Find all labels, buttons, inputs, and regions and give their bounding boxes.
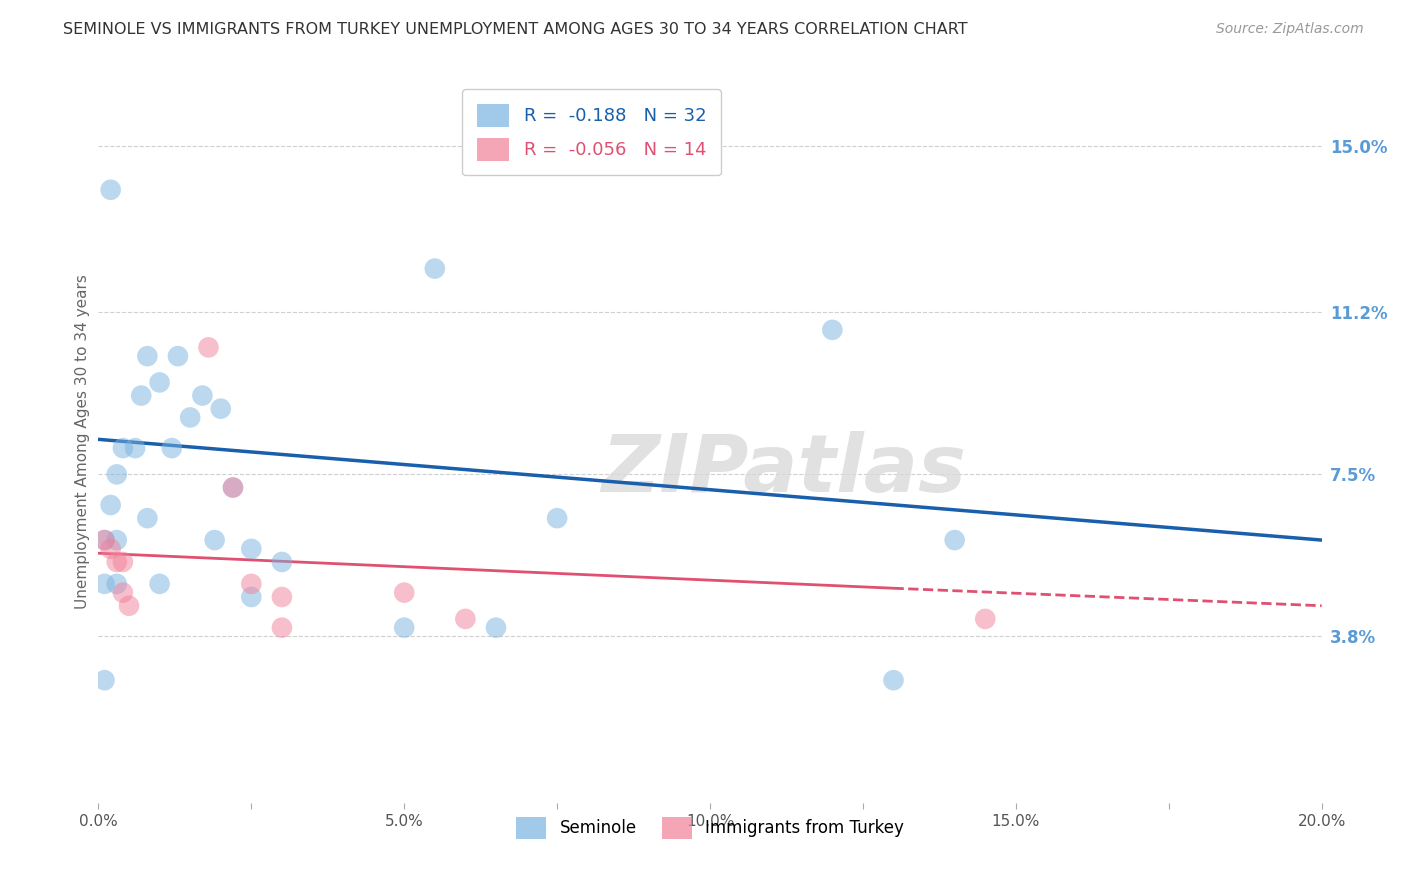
Point <box>270 590 292 604</box>
Point <box>204 533 226 547</box>
Point <box>111 441 134 455</box>
Legend: Seminole, Immigrants from Turkey: Seminole, Immigrants from Turkey <box>506 807 914 848</box>
Point <box>100 183 122 197</box>
Point <box>167 349 190 363</box>
Point <box>118 599 141 613</box>
Point <box>821 323 844 337</box>
Point <box>423 261 446 276</box>
Point <box>100 498 122 512</box>
Point <box>485 621 508 635</box>
Point <box>222 481 245 495</box>
Point <box>209 401 232 416</box>
Point <box>179 410 201 425</box>
Point <box>222 481 245 495</box>
Point <box>160 441 183 455</box>
Point <box>270 555 292 569</box>
Point <box>111 555 134 569</box>
Point <box>129 388 152 402</box>
Point <box>105 577 128 591</box>
Point <box>136 511 159 525</box>
Text: ZIPatlas: ZIPatlas <box>600 432 966 509</box>
Point <box>124 441 146 455</box>
Point <box>191 388 214 402</box>
Point <box>93 577 115 591</box>
Point <box>943 533 966 547</box>
Point <box>149 376 172 390</box>
Point <box>974 612 997 626</box>
Point <box>93 533 115 547</box>
Text: SEMINOLE VS IMMIGRANTS FROM TURKEY UNEMPLOYMENT AMONG AGES 30 TO 34 YEARS CORREL: SEMINOLE VS IMMIGRANTS FROM TURKEY UNEMP… <box>63 22 967 37</box>
Point <box>93 673 115 688</box>
Text: Source: ZipAtlas.com: Source: ZipAtlas.com <box>1216 22 1364 37</box>
Point <box>197 340 219 354</box>
Point <box>392 585 416 599</box>
Point <box>270 621 292 635</box>
Point <box>240 590 263 604</box>
Point <box>111 585 134 599</box>
Point <box>240 541 263 556</box>
Point <box>149 577 172 591</box>
Point <box>136 349 159 363</box>
Point <box>100 541 122 556</box>
Y-axis label: Unemployment Among Ages 30 to 34 years: Unemployment Among Ages 30 to 34 years <box>75 274 90 609</box>
Point <box>93 533 115 547</box>
Point <box>883 673 905 688</box>
Point <box>454 612 477 626</box>
Point <box>105 533 128 547</box>
Point <box>105 555 128 569</box>
Point <box>105 467 128 482</box>
Point <box>546 511 568 525</box>
Point <box>392 621 416 635</box>
Point <box>240 577 263 591</box>
